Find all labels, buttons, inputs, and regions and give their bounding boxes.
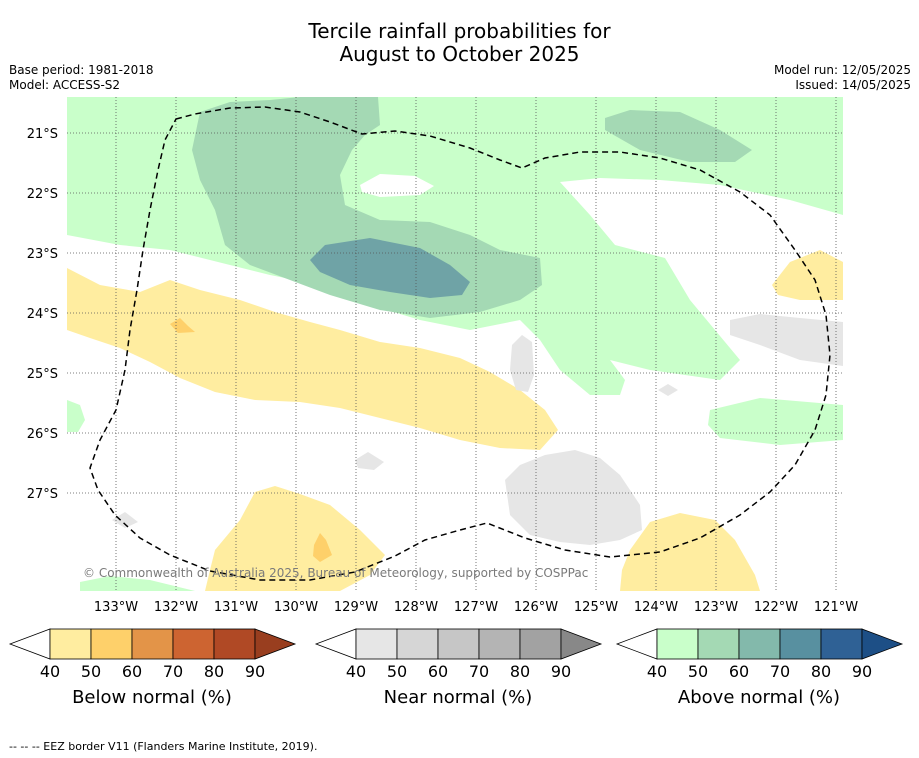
- below-normal-50-region: [170, 318, 195, 333]
- near-normal-40-region-dot: [355, 452, 384, 470]
- colorbar-swatch: [437, 628, 480, 660]
- colorbar-over-triangle: [254, 628, 297, 660]
- colorbar-swatch: [131, 628, 174, 660]
- colorbar-under-triangle: [615, 628, 658, 660]
- base-period-text: Base period: 1981-2018: [9, 63, 154, 77]
- colorbar-tick: 40: [346, 662, 366, 681]
- colorbar-swatch: [478, 628, 521, 660]
- colorbar-tick: 50: [387, 662, 407, 681]
- above-normal-40-region-west: [67, 400, 85, 432]
- eez-footnote: -- -- -- EEZ border V11 (Flanders Marine…: [9, 740, 318, 753]
- colorbar-tick: 60: [428, 662, 448, 681]
- colorbar-tick: 80: [811, 662, 831, 681]
- colorbar-swatch: [172, 628, 215, 660]
- colorbar-tick: 50: [81, 662, 101, 681]
- below-normal-40-region-se: [620, 513, 760, 591]
- colorbar-tick: 90: [852, 662, 872, 681]
- near-normal-40-region: [505, 450, 642, 545]
- above-normal-50-region: [192, 97, 542, 318]
- colorbar-tick: 90: [245, 662, 265, 681]
- colorbar-tick: 70: [770, 662, 790, 681]
- lon-tick-label: 121°W: [814, 600, 858, 615]
- below-normal-50-region-south: [313, 533, 332, 562]
- above-normal-40-region-south: [80, 576, 195, 591]
- colorbar-tick: 70: [163, 662, 183, 681]
- colorbar-swatch: [519, 628, 562, 660]
- colorbar-swatch: [396, 628, 439, 660]
- colorbar-label: Above normal (%): [678, 687, 840, 708]
- near-normal-40-region-dot3: [112, 512, 138, 528]
- colorbar-swatch: [213, 628, 256, 660]
- lon-tick-label: 130°W: [274, 600, 318, 615]
- colorbar-tick: 40: [647, 662, 667, 681]
- colorbar-swatch: [90, 628, 133, 660]
- colorbar-tick: 70: [469, 662, 489, 681]
- lat-tick-label: 26°S: [27, 427, 58, 442]
- colorbar-swatch: [738, 628, 781, 660]
- map-title-line-2: August to October 2025: [339, 42, 580, 66]
- colorbar-under-triangle: [8, 628, 51, 660]
- lat-tick-label: 24°S: [27, 307, 58, 322]
- above-normal-40-region-east: [708, 398, 843, 445]
- colorbar-swatch: [355, 628, 398, 660]
- colorbar-swatch: [656, 628, 699, 660]
- lon-tick-label: 133°W: [94, 600, 138, 615]
- colorbar-over-triangle: [861, 628, 904, 660]
- lon-tick-label: 132°W: [154, 600, 198, 615]
- colorbar-tick: 80: [204, 662, 224, 681]
- issued-text: Issued: 14/05/2025: [795, 78, 911, 92]
- above-normal-60-region: [310, 238, 470, 298]
- colorbar-above-normal: 40 50 60 70 80 90 Above normal (%): [615, 628, 904, 708]
- lon-tick-label: 125°W: [574, 600, 618, 615]
- colorbar-tick: 50: [688, 662, 708, 681]
- probability-map: [67, 97, 843, 591]
- lat-tick-label: 21°S: [27, 127, 58, 142]
- lat-tick-label: 22°S: [27, 187, 58, 202]
- colorbar-tick: 60: [729, 662, 749, 681]
- lon-tick-label: 122°W: [754, 600, 798, 615]
- colorbar-tick: 80: [510, 662, 530, 681]
- lon-tick-label: 129°W: [334, 600, 378, 615]
- model-text: Model: ACCESS-S2: [9, 78, 121, 92]
- colorbar-swatch: [49, 628, 92, 660]
- colorbar-swatch: [779, 628, 822, 660]
- map-title-line-1: Tercile rainfall probabilities for: [308, 19, 611, 43]
- eez-border: [89, 106, 831, 581]
- near-normal-40-region-small: [510, 335, 534, 392]
- colorbar-over-triangle: [560, 628, 603, 660]
- model-run-text: Model run: 12/05/2025: [773, 63, 911, 77]
- graticule: [67, 97, 843, 591]
- near-normal-40-region-east: [730, 314, 843, 366]
- below-normal-40-region-south: [205, 486, 385, 591]
- lon-tick-label: 124°W: [634, 600, 678, 615]
- colorbar-label: Below normal (%): [72, 687, 232, 708]
- lat-tick-label: 23°S: [27, 247, 58, 262]
- near-normal-40-region-dot2: [658, 384, 678, 396]
- lat-tick-label: 27°S: [27, 487, 58, 502]
- colorbar-tick: 90: [551, 662, 571, 681]
- lat-tick-label: 25°S: [27, 367, 58, 382]
- white-gap: [360, 174, 434, 197]
- below-normal-40-region: [67, 268, 558, 450]
- lon-tick-label: 127°W: [454, 600, 498, 615]
- colorbar-tick: 60: [122, 662, 142, 681]
- lon-tick-label: 123°W: [694, 600, 738, 615]
- lon-tick-label: 131°W: [214, 600, 258, 615]
- colorbar-label: Near normal (%): [384, 687, 533, 708]
- colorbar-swatch: [820, 628, 863, 660]
- copyright-text: © Commonwealth of Australia 2025, Bureau…: [83, 566, 588, 580]
- lon-tick-label: 128°W: [394, 600, 438, 615]
- colorbar-near-normal: 40 50 60 70 80 90 Near normal (%): [314, 628, 603, 708]
- colorbar-swatch: [697, 628, 740, 660]
- lon-tick-label: 126°W: [514, 600, 558, 615]
- above-normal-50-region-ne: [605, 110, 752, 162]
- colorbar-tick: 40: [40, 662, 60, 681]
- colorbar-under-triangle: [314, 628, 357, 660]
- below-normal-40-region-east: [772, 250, 843, 300]
- colorbar-below-normal: 40 50 60 70 80 90 Below normal (%): [8, 628, 297, 708]
